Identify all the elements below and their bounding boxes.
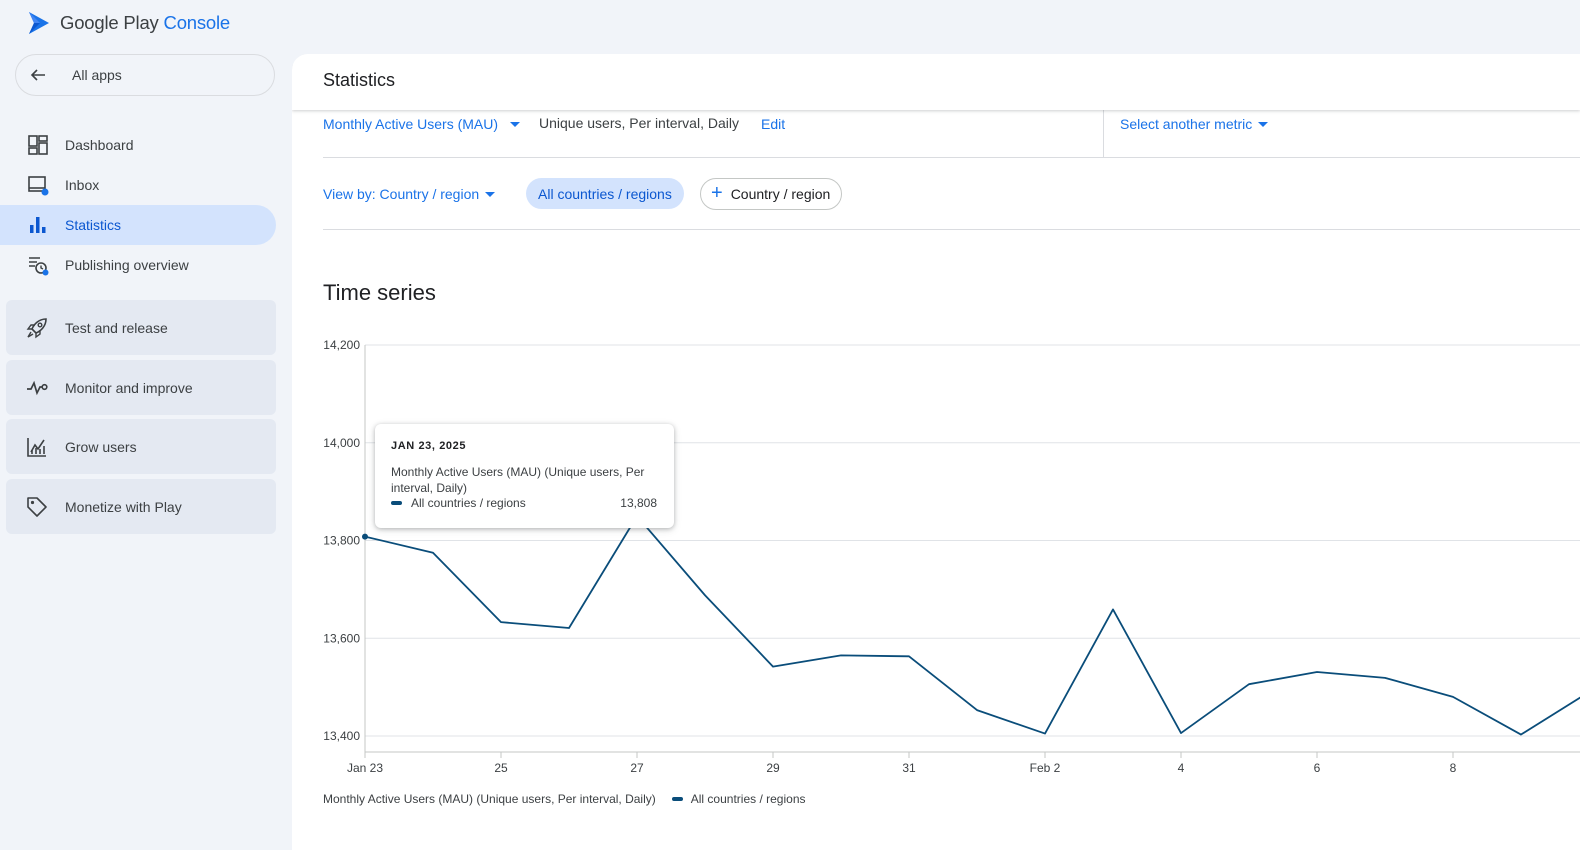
tooltip-series-row: All countries / regions 13,808 (391, 496, 657, 510)
chart-legend: Monthly Active Users (MAU) (Unique users… (323, 792, 806, 806)
logo-text: Google Play Console (60, 12, 231, 33)
arrow-back-icon (30, 69, 45, 81)
divider (1103, 110, 1104, 157)
add-chip-label: Country / region (730, 186, 831, 202)
caret-down-icon (510, 121, 521, 127)
vitals-icon (26, 377, 48, 399)
tooltip-value: 13,808 (620, 496, 657, 510)
y-tick-label: 14,200 (323, 338, 360, 352)
all-apps-button[interactable]: All apps (15, 54, 275, 96)
sidebar-item-label: Dashboard (65, 137, 134, 153)
time-series-title: Time series (323, 280, 436, 305)
sidebar-item-label: Publishing overview (65, 257, 189, 273)
caret-down-icon (1258, 121, 1269, 127)
dashboard-icon (27, 134, 49, 156)
chart-svg: 13,400 13,600 13,800 14,000 14,200 Jan 23 25 27… (323, 338, 1580, 775)
sidebar-section-test-and-release[interactable]: Test and release (6, 300, 276, 355)
add-country-region-chip[interactable]: + Country / region (700, 178, 843, 210)
sidebar-item-dashboard[interactable]: Dashboard (0, 125, 276, 165)
publishing-icon (27, 254, 49, 276)
sidebar-item-publishing-overview[interactable]: Publishing overview (0, 245, 276, 285)
view-by-dropdown[interactable]: View by: Country / region (323, 186, 496, 202)
x-tick-label: Feb 2 (1030, 761, 1061, 775)
play-console-logo[interactable]: Google Play Console (26, 8, 230, 38)
chart-tooltip: JAN 23, 2025 Monthly Active Users (MAU) … (375, 424, 674, 528)
tooltip-metric: Monthly Active Users (MAU) (Unique users… (391, 465, 645, 495)
view-by-row: View by: Country / region All countries … (323, 158, 1580, 230)
sidebar-section-label: Grow users (65, 438, 137, 455)
play-console-icon (29, 12, 49, 34)
legend-series[interactable]: All countries / regions (690, 792, 806, 806)
sidebar-section-grow-users[interactable]: Grow users (6, 419, 276, 474)
x-tick-label: 27 (630, 761, 644, 775)
sidebar-section-monetize-with-play[interactable]: Monetize with Play (6, 479, 276, 534)
time-series-chart[interactable]: 13,400 13,600 13,800 14,000 14,200 Jan 23 25 27… (292, 324, 1580, 804)
sidebar-section-monitor-and-improve[interactable]: Monitor and improve (6, 360, 276, 415)
metric-description: Unique users, Per interval, Daily (539, 115, 739, 131)
hovered-data-point (362, 533, 368, 540)
y-tick-label: 13,400 (323, 729, 360, 743)
sidebar-item-label: Inbox (65, 177, 100, 193)
y-tick-label: 14,000 (323, 436, 360, 450)
tag-icon (26, 496, 48, 518)
metric-name: Monthly Active Users (MAU) (323, 116, 499, 132)
all-apps-label: All apps (72, 67, 122, 83)
series-line (364, 515, 1580, 736)
inbox-icon (27, 174, 49, 196)
page-title: Statistics (323, 70, 396, 90)
main-panel: Statistics Monthly Active Users (MAU) Un… (292, 54, 1580, 850)
sidebar-item-inbox[interactable]: Inbox (0, 165, 276, 205)
select-another-metric-dropdown[interactable]: Select another metric (1120, 116, 1269, 132)
view-by-label: View by: Country / region (323, 186, 480, 202)
sidebar-section-label: Monitor and improve (65, 379, 193, 396)
x-tick-label: 6 (1314, 761, 1321, 775)
plus-icon: + (711, 182, 723, 204)
y-tick-label: 13,800 (323, 534, 360, 548)
all-countries-chip[interactable]: All countries / regions (526, 178, 684, 209)
metric-row: Monthly Active Users (MAU) Unique users,… (323, 110, 1580, 158)
select-another-label: Select another metric (1120, 116, 1253, 132)
sidebar-item-label: Statistics (65, 217, 122, 233)
title-bar: Statistics (292, 54, 1580, 110)
sidebar-item-statistics[interactable]: Statistics (0, 205, 276, 245)
caret-down-icon (485, 191, 496, 197)
bar-chart-icon (27, 214, 49, 236)
metric-dropdown[interactable]: Monthly Active Users (MAU) (323, 116, 521, 132)
sidebar-section-label: Test and release (65, 319, 168, 336)
tooltip-series-name: All countries / regions (411, 496, 526, 510)
x-tick-label: 29 (766, 761, 780, 775)
legend-swatch (671, 797, 683, 801)
x-tick-label: Jan 23 (347, 761, 383, 775)
x-tick-label: 31 (902, 761, 916, 775)
grow-icon (26, 436, 48, 458)
series-swatch (391, 501, 402, 505)
rocket-icon (26, 317, 48, 339)
x-tick-label: 8 (1450, 761, 1457, 775)
x-tick-label: 25 (494, 761, 508, 775)
legend-metric: Monthly Active Users (MAU) (Unique users… (323, 792, 656, 806)
edit-metric-link[interactable]: Edit (761, 116, 786, 132)
y-tick-label: 13,600 (323, 631, 360, 645)
x-tick-label: 4 (1178, 761, 1185, 775)
sidebar-section-label: Monetize with Play (65, 498, 182, 515)
tooltip-date: JAN 23, 2025 (391, 440, 467, 452)
